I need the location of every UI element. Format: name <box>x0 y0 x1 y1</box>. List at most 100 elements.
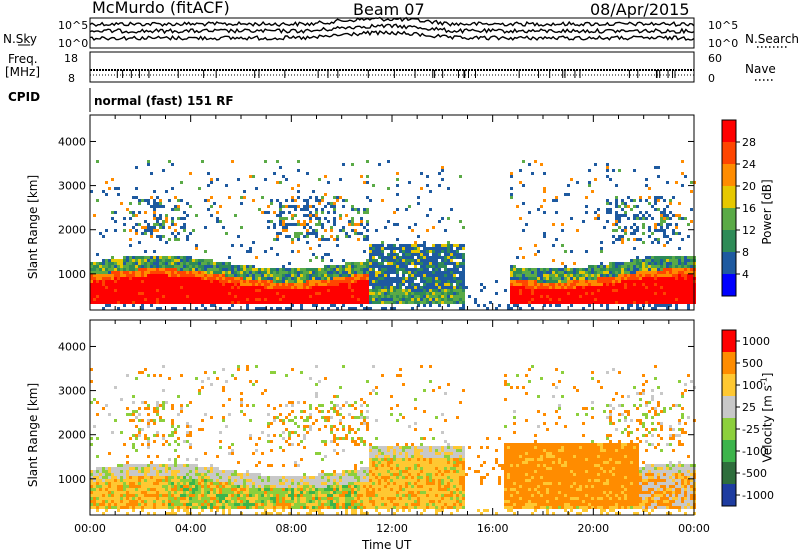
range-gate-cell <box>114 265 117 268</box>
range-gate-cell <box>156 413 159 416</box>
range-gate-cell <box>633 262 636 265</box>
range-gate-cell <box>114 187 117 190</box>
range-gate-cell <box>102 262 105 265</box>
range-gate-cell <box>243 196 246 199</box>
range-gate-cell <box>621 235 624 238</box>
range-gate-cell <box>171 262 174 265</box>
range-gate-cell <box>369 298 372 301</box>
range-gate-cell <box>177 476 180 479</box>
range-gate-cell <box>207 377 210 380</box>
range-gate-cell <box>231 298 234 301</box>
range-gate-cell <box>621 238 624 241</box>
range-gate-cell <box>318 277 321 280</box>
range-gate-cell <box>429 247 432 250</box>
range-gate-cell <box>573 292 576 295</box>
range-gate-cell <box>123 304 126 307</box>
range-gate-cell <box>111 280 114 283</box>
range-gate-cell <box>276 283 279 286</box>
range-gate-cell <box>186 476 189 479</box>
range-gate-cell <box>363 280 366 283</box>
range-gate-cell <box>576 280 579 283</box>
range-gate-cell <box>123 280 126 283</box>
range-gate-cell <box>684 256 687 259</box>
range-gate-cell <box>567 301 570 304</box>
range-gate-cell <box>417 304 420 307</box>
range-gate-cell <box>570 298 573 301</box>
range-gate-cell <box>318 199 321 202</box>
range-gate-cell <box>546 280 549 283</box>
range-gate-cell <box>144 485 147 488</box>
range-gate-cell <box>399 259 402 262</box>
range-gate-cell <box>249 286 252 289</box>
range-gate-cell <box>456 268 459 271</box>
range-gate-cell <box>189 506 192 509</box>
range-gate-cell <box>615 271 618 274</box>
range-gate-cell <box>384 271 387 274</box>
range-gate-cell <box>219 265 222 268</box>
range-gate-cell <box>663 214 666 217</box>
range-gate-cell <box>666 283 669 286</box>
range-gate-cell <box>357 295 360 298</box>
range-gate-cell <box>321 298 324 301</box>
range-gate-cell <box>105 491 108 494</box>
range-gate-cell <box>267 298 270 301</box>
range-gate-cell <box>282 265 285 268</box>
range-gate-cell <box>276 485 279 488</box>
range-gate-cell <box>165 494 168 497</box>
range-gate-cell <box>147 494 150 497</box>
range-gate-cell <box>102 473 105 476</box>
range-gate-cell <box>129 467 132 470</box>
range-gate-cell <box>93 298 96 301</box>
range-gate-cell <box>225 265 228 268</box>
range-gate-cell <box>384 295 387 298</box>
range-gate-cell <box>438 277 441 280</box>
range-gate-cell <box>438 301 441 304</box>
range-gate-cell <box>567 280 570 283</box>
range-gate-cell <box>306 289 309 292</box>
range-gate-cell <box>153 202 156 205</box>
range-gate-cell <box>132 292 135 295</box>
range-gate-cell <box>543 292 546 295</box>
range-gate-cell <box>156 256 159 259</box>
range-gate-cell <box>687 271 690 274</box>
range-gate-cell <box>138 476 141 479</box>
range-gate-cell <box>678 283 681 286</box>
range-gate-cell <box>198 506 201 509</box>
range-gate-cell <box>213 289 216 292</box>
range-gate-cell <box>240 289 243 292</box>
range-gate-cell <box>108 491 111 494</box>
range-gate-cell <box>93 274 96 277</box>
range-gate-cell <box>309 298 312 301</box>
range-gate-cell <box>147 226 150 229</box>
range-gate-cell <box>639 280 642 283</box>
range-gate-cell <box>681 301 684 304</box>
range-gate-cell <box>237 265 240 268</box>
cpid-label: CPID <box>8 90 41 104</box>
range-gate-cell <box>117 259 120 262</box>
range-gate-cell <box>192 283 195 286</box>
range-gate-cell <box>402 277 405 280</box>
range-gate-cell <box>192 268 195 271</box>
range-gate-cell <box>669 268 672 271</box>
range-gate-cell <box>195 244 198 247</box>
range-gate-cell <box>192 482 195 485</box>
range-gate-cell <box>531 280 534 283</box>
range-gate-cell <box>333 268 336 271</box>
range-gate-cell <box>249 380 252 383</box>
range-gate-cell <box>249 479 252 482</box>
range-gate-cell <box>603 226 606 229</box>
range-gate-cell <box>249 419 252 422</box>
range-gate-cell <box>588 295 591 298</box>
range-gate-cell <box>237 271 240 274</box>
range-gate-cell <box>240 476 243 479</box>
range-gate-cell <box>642 223 645 226</box>
range-gate-cell <box>270 274 273 277</box>
range-gate-cell <box>276 232 279 235</box>
range-gate-cell <box>243 494 246 497</box>
range-gate-cell <box>369 280 372 283</box>
range-gate-cell <box>315 301 318 304</box>
range-gate-cell <box>315 223 318 226</box>
range-gate-cell <box>675 181 678 184</box>
range-gate-cell <box>327 301 330 304</box>
range-gate-cell <box>621 214 624 217</box>
